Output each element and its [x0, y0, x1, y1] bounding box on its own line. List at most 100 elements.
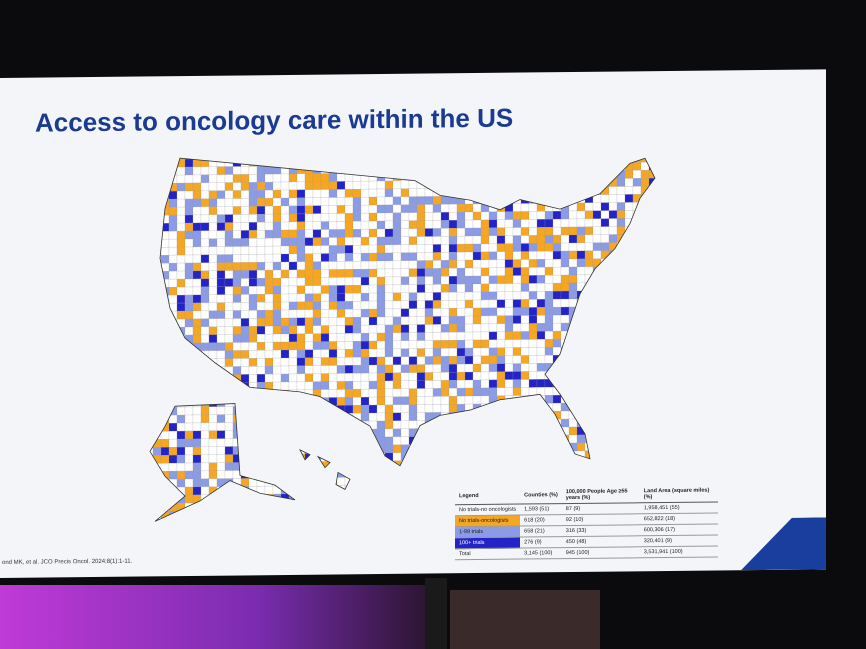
county [280, 301, 290, 311]
county [480, 179, 490, 189]
county [392, 412, 402, 421]
county [160, 287, 170, 296]
county [248, 382, 258, 391]
county [657, 306, 665, 314]
county [272, 261, 282, 271]
county [616, 410, 626, 419]
county [400, 268, 410, 277]
county [584, 226, 594, 235]
county [280, 309, 290, 319]
county [657, 394, 665, 402]
county [208, 198, 218, 207]
county [192, 326, 202, 336]
county [536, 235, 546, 244]
county [256, 286, 266, 295]
county [200, 406, 210, 415]
county [576, 178, 586, 188]
county [480, 315, 490, 325]
county [344, 445, 354, 454]
county [544, 419, 554, 428]
county [640, 170, 650, 179]
county [640, 450, 650, 459]
county [592, 226, 602, 235]
county [384, 244, 394, 254]
county [657, 194, 665, 202]
county [640, 153, 650, 155]
county [504, 153, 514, 156]
county [384, 356, 394, 366]
county [640, 306, 650, 315]
county [648, 450, 655, 459]
county [232, 502, 242, 511]
county [288, 341, 298, 351]
county [152, 495, 162, 504]
county [640, 250, 650, 259]
county [264, 398, 274, 407]
county [360, 373, 370, 382]
county [224, 438, 234, 447]
county [536, 219, 546, 228]
table-cell: 320,401 (9) [639, 534, 718, 547]
county [328, 357, 338, 366]
county [456, 364, 466, 373]
county [248, 422, 258, 431]
county [416, 468, 426, 477]
county [520, 419, 530, 428]
county [512, 475, 522, 484]
county [200, 422, 210, 431]
county [360, 153, 370, 158]
county [288, 165, 298, 175]
county [600, 210, 610, 219]
county [504, 307, 514, 316]
county [216, 214, 226, 223]
county [176, 326, 186, 336]
county [464, 411, 474, 421]
county [152, 175, 162, 184]
county [560, 162, 570, 172]
county [552, 155, 562, 164]
county [560, 250, 570, 260]
county [432, 340, 442, 349]
table-cell: 1,958,451 (55) [639, 501, 718, 514]
county [352, 493, 362, 502]
table-cell: 100+ trials [455, 537, 521, 549]
county [320, 365, 330, 374]
county [657, 402, 665, 410]
county [576, 458, 586, 468]
county [408, 180, 418, 189]
county [224, 502, 234, 511]
county [416, 516, 426, 522]
county [448, 220, 458, 229]
county [336, 173, 346, 182]
county [592, 426, 602, 435]
county [376, 404, 386, 414]
county [536, 211, 546, 220]
county [312, 157, 322, 166]
county [520, 339, 530, 348]
county [424, 516, 434, 522]
county [272, 285, 282, 295]
county [152, 279, 162, 288]
county [544, 243, 554, 252]
county [344, 493, 354, 502]
county [376, 372, 386, 382]
county [400, 380, 410, 389]
county [608, 194, 618, 203]
county [344, 261, 354, 270]
county [296, 517, 306, 522]
county [192, 153, 202, 160]
county [272, 493, 282, 503]
county [504, 403, 514, 412]
county [168, 153, 178, 160]
county [456, 332, 466, 341]
county [632, 394, 642, 403]
county [176, 478, 186, 488]
county [552, 195, 562, 204]
county [504, 323, 514, 332]
county [544, 443, 554, 452]
county [320, 261, 330, 270]
county [400, 396, 410, 405]
county [568, 426, 578, 436]
county [528, 243, 538, 252]
county [344, 437, 354, 446]
